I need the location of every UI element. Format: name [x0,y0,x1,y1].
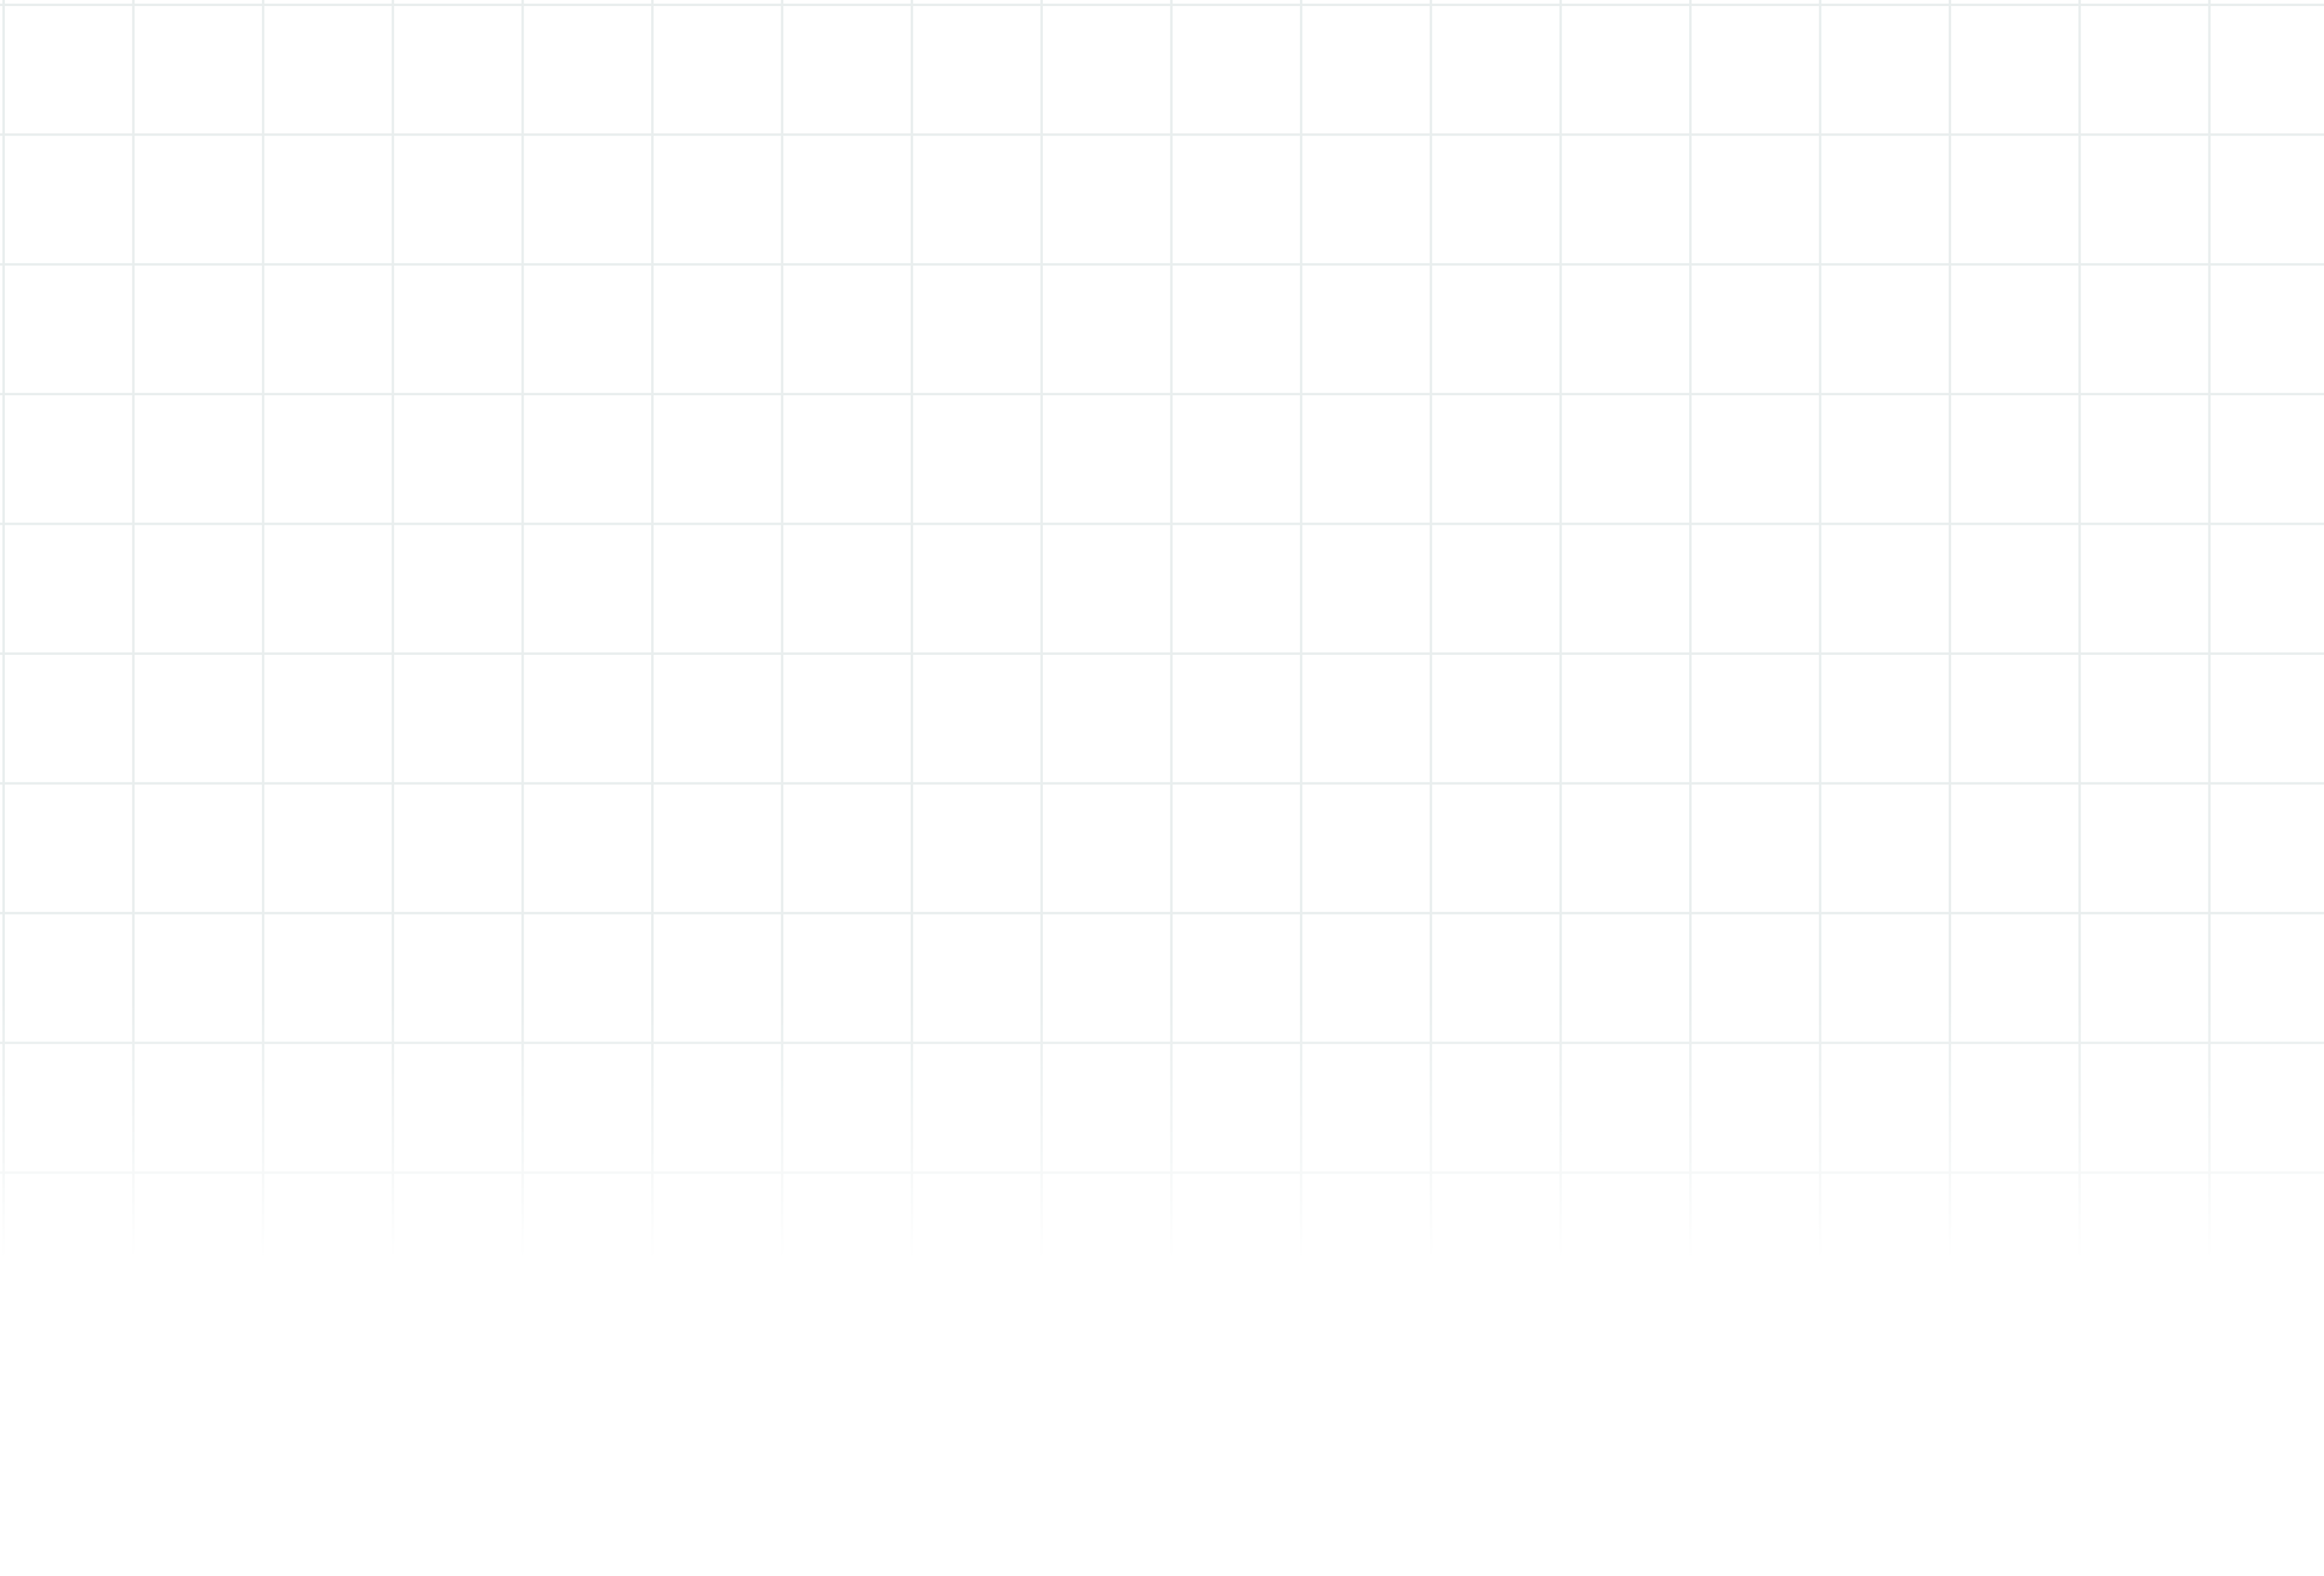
grid-fade-overlay [0,0,2324,1271]
